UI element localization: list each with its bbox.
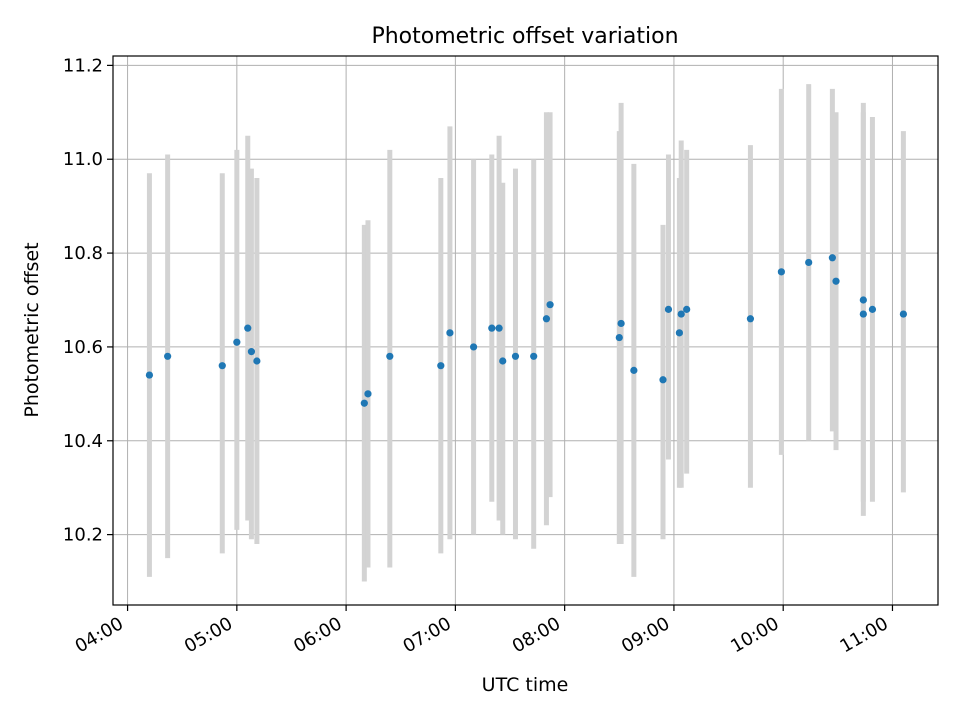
data-point — [615, 333, 623, 342]
data-point — [899, 310, 907, 318]
data-point — [164, 352, 172, 360]
data-point — [859, 296, 867, 304]
plot-area-frame — [112, 55, 939, 606]
data-point — [530, 352, 538, 360]
y-axis: 10.2 10.4 10.6 10.8 11.0 11.2 — [63, 55, 113, 546]
data-point — [659, 376, 667, 384]
x-tick-label: 07:00 — [399, 613, 454, 657]
data-point — [253, 357, 261, 365]
y-tick-label: 10.2 — [63, 525, 103, 546]
data-point — [511, 352, 520, 360]
data-point — [360, 399, 368, 407]
data-point — [777, 268, 785, 276]
data-point — [233, 338, 241, 346]
data-point — [832, 277, 840, 285]
chart-title: Photometric offset variation — [371, 24, 678, 49]
data-point — [488, 324, 496, 332]
y-tick-label: 10.4 — [63, 431, 103, 452]
data-point — [828, 254, 836, 262]
x-tick-label: 05:00 — [181, 613, 236, 657]
data-point — [675, 329, 683, 337]
y-axis-label: Photometric offset — [21, 242, 43, 417]
data-point — [664, 305, 673, 313]
data-point — [145, 371, 154, 379]
data-point — [469, 343, 478, 351]
data-point — [546, 301, 554, 309]
x-axis-label: UTC time — [482, 674, 569, 696]
y-tick-label: 11.2 — [63, 55, 103, 76]
x-tick-label: 08:00 — [509, 613, 564, 657]
data-point — [247, 348, 256, 356]
y-tick-label: 11.0 — [63, 149, 103, 170]
data-point — [683, 305, 691, 313]
x-tick-label: 11:00 — [837, 613, 892, 657]
data-point — [446, 329, 454, 337]
data-point — [542, 315, 551, 323]
data-point — [495, 324, 503, 332]
data-point — [677, 310, 685, 318]
x-tick-label: 10:00 — [727, 613, 782, 657]
data-point — [386, 352, 394, 360]
data-point — [364, 390, 372, 398]
data-point — [746, 315, 755, 323]
y-tick-label: 10.6 — [63, 337, 103, 358]
x-tick-label: 09:00 — [618, 613, 673, 657]
data-point — [630, 366, 638, 374]
data-points — [145, 254, 907, 407]
data-point — [617, 319, 625, 328]
data-point — [868, 305, 877, 313]
data-point — [437, 362, 445, 370]
data-point — [244, 324, 252, 332]
x-tick-label: 06:00 — [290, 613, 345, 657]
x-axis: 04:00 05:00 06:00 07:00 08:00 09:00 10:00 11:00 — [72, 605, 894, 657]
data-point — [805, 258, 813, 267]
y-tick-label: 10.8 — [63, 243, 103, 264]
data-point — [859, 310, 867, 318]
data-point — [218, 362, 226, 370]
x-tick-label: 04:00 — [72, 613, 127, 657]
data-point — [499, 357, 507, 365]
